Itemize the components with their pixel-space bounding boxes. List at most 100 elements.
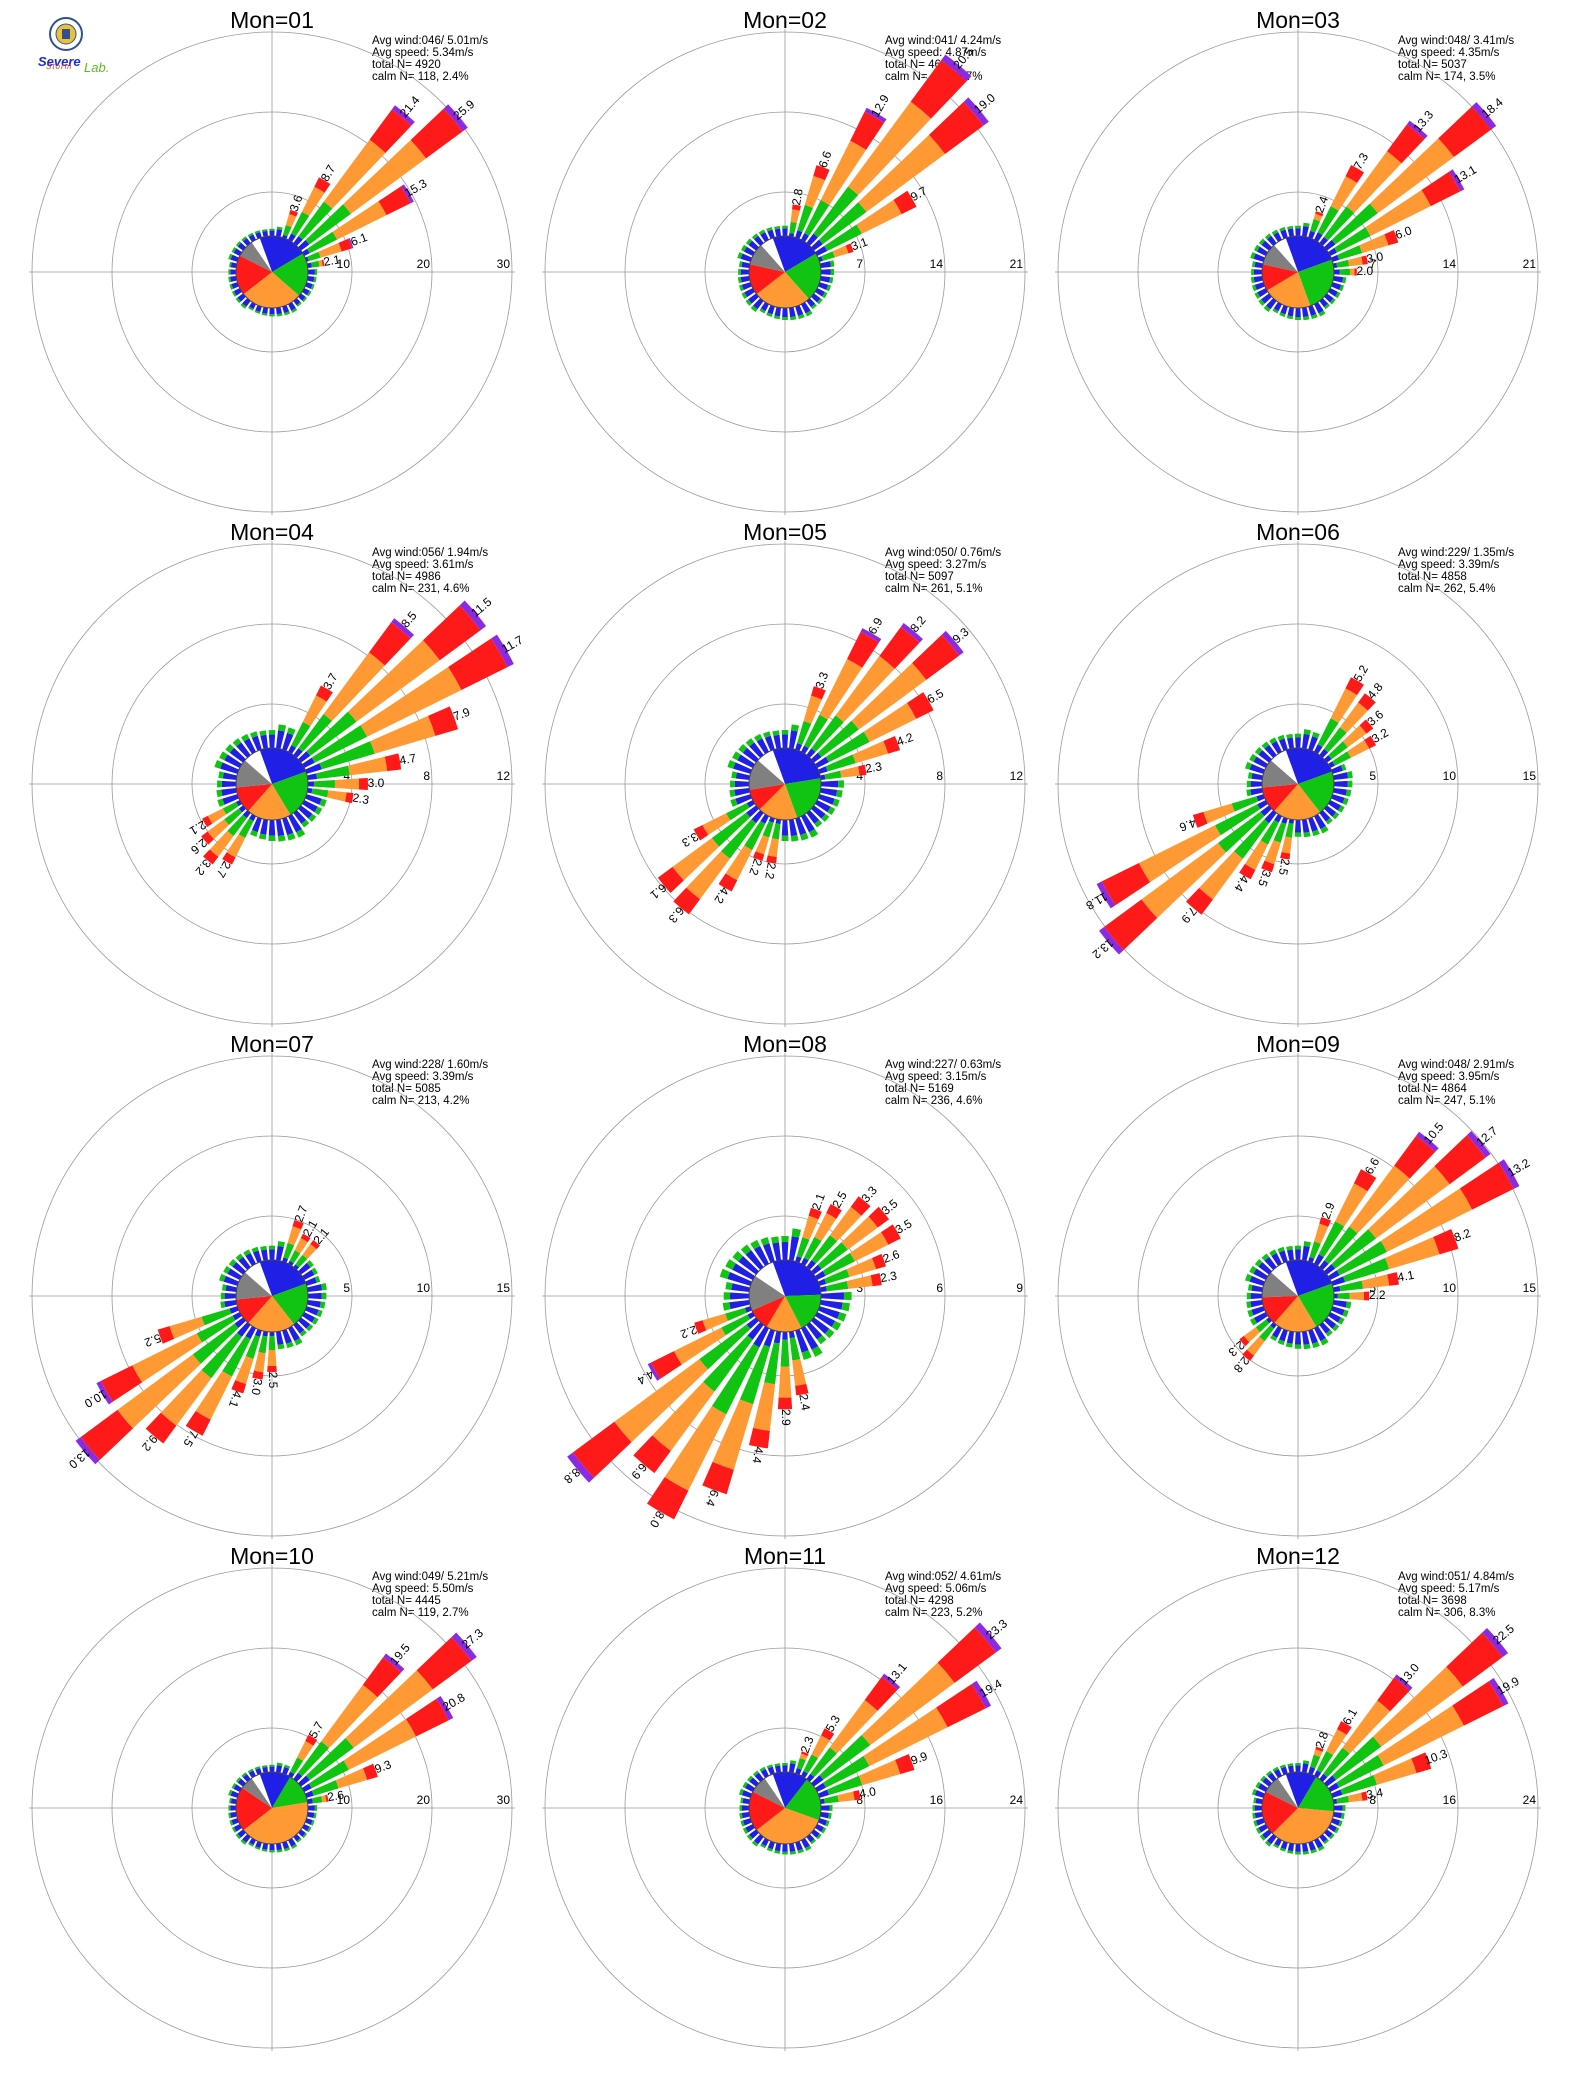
petal-segment xyxy=(821,251,835,261)
petal-segment xyxy=(1330,1306,1345,1316)
petal-segment xyxy=(814,1270,826,1280)
petal-segment xyxy=(795,1840,803,1851)
petal-segment xyxy=(229,747,246,763)
petal-segment xyxy=(774,306,781,317)
petal-segment xyxy=(1253,756,1269,768)
ring-label: 3 xyxy=(856,1281,863,1295)
petal-label: 2.3 xyxy=(798,1734,817,1755)
petal-segment xyxy=(801,1350,812,1360)
petal-segment xyxy=(1488,1677,1509,1707)
petal-segment xyxy=(971,1680,992,1709)
petal-segment xyxy=(1253,1797,1257,1804)
petal-segment xyxy=(1302,818,1310,833)
petal-segment xyxy=(647,1477,689,1520)
petal-segment xyxy=(1323,206,1355,241)
petal-segment xyxy=(311,1267,318,1275)
petal-segment xyxy=(767,1766,775,1776)
petal-segment xyxy=(699,1324,751,1370)
petal-segment xyxy=(781,1242,789,1261)
petal-segment xyxy=(1261,860,1275,873)
petal-segment xyxy=(751,233,759,240)
petal-segment xyxy=(306,1812,315,1819)
ring-label: 14 xyxy=(930,257,944,271)
petal-segment xyxy=(1260,805,1272,817)
petal-segment xyxy=(795,1256,802,1264)
petal-segment xyxy=(1286,1249,1294,1262)
petal-segment xyxy=(243,1249,251,1257)
petal-segment xyxy=(301,800,318,813)
petal-segment xyxy=(285,213,297,228)
petal-segment xyxy=(801,745,809,755)
petal-segment xyxy=(744,288,756,298)
petal-segment xyxy=(235,1253,244,1261)
petal-segment xyxy=(301,1783,312,1792)
petal-segment xyxy=(686,851,730,900)
petal-label: 2.3 xyxy=(351,790,370,807)
petal-segment xyxy=(1243,1327,1260,1343)
petal-segment xyxy=(1295,1249,1301,1261)
petal-segment xyxy=(360,666,462,737)
petal-segment xyxy=(1346,151,1402,213)
petal-segment xyxy=(293,810,307,824)
petal-segment xyxy=(1312,731,1320,739)
petal-segment xyxy=(737,754,756,768)
petal-segment xyxy=(282,304,290,314)
panel-info-line: calm N= 306, 8.3% xyxy=(1398,1607,1495,1619)
petal-segment xyxy=(242,810,251,819)
petal-segment xyxy=(748,293,759,304)
petal-segment xyxy=(846,1257,877,1278)
petal-segment xyxy=(1099,926,1124,955)
ring-label: 20 xyxy=(417,1793,431,1807)
petal-segment xyxy=(298,1775,310,1787)
petal-segment xyxy=(817,1818,828,1826)
petal-segment xyxy=(941,54,972,82)
petal-segment xyxy=(1254,292,1261,299)
petal-segment xyxy=(298,713,332,752)
petal-label: 19.4 xyxy=(977,1676,1005,1700)
petal-segment xyxy=(1279,1847,1286,1852)
petal-segment xyxy=(75,1437,100,1465)
petal-label: 3.0 xyxy=(1366,249,1385,266)
petal-segment xyxy=(247,1768,254,1774)
petal-segment xyxy=(269,1764,275,1767)
petal-segment xyxy=(1314,1254,1324,1267)
petal-segment xyxy=(1250,1293,1263,1299)
panel-title: Mon=12 xyxy=(1256,1543,1340,1569)
petal-segment xyxy=(223,1265,231,1274)
pie-slice xyxy=(1262,1272,1298,1298)
petal-segment xyxy=(767,838,779,857)
petal-segment xyxy=(1285,822,1294,838)
petal-segment xyxy=(760,1843,766,1849)
petal-segment xyxy=(1251,1788,1257,1796)
petal-segment xyxy=(774,226,781,230)
petal-segment xyxy=(782,307,788,317)
petal-segment xyxy=(1332,1324,1340,1332)
petal-segment xyxy=(826,1204,842,1219)
petal-segment xyxy=(818,202,867,245)
petal-segment xyxy=(1286,1245,1293,1251)
petal-segment xyxy=(821,1728,835,1741)
petal-segment xyxy=(1319,1260,1329,1270)
petal-segment xyxy=(797,720,812,745)
panel-info-line: total N= 5037 xyxy=(1398,59,1467,71)
petal-segment xyxy=(738,744,747,753)
petal-segment xyxy=(804,714,828,749)
petal-segment xyxy=(881,1673,901,1690)
petal-segment xyxy=(895,1753,915,1775)
petal-segment xyxy=(231,1380,247,1394)
petal-segment xyxy=(1354,268,1357,276)
ring-label: 10 xyxy=(1443,1281,1457,1295)
petal-segment xyxy=(1364,735,1377,749)
petal-segment xyxy=(817,720,859,758)
pie-slice xyxy=(1267,272,1311,309)
petal-segment xyxy=(1314,813,1326,830)
petal-segment xyxy=(816,298,823,305)
petal-segment xyxy=(762,821,774,838)
petal-segment xyxy=(1250,252,1256,259)
petal-segment xyxy=(282,732,294,752)
petal-segment xyxy=(1261,741,1270,749)
petal-segment xyxy=(241,1772,247,1778)
petal-segment xyxy=(269,1850,275,1853)
panel-info-line: Avg wind:228/ 1.60m/s xyxy=(372,1059,488,1071)
petal-segment xyxy=(314,1805,318,1811)
